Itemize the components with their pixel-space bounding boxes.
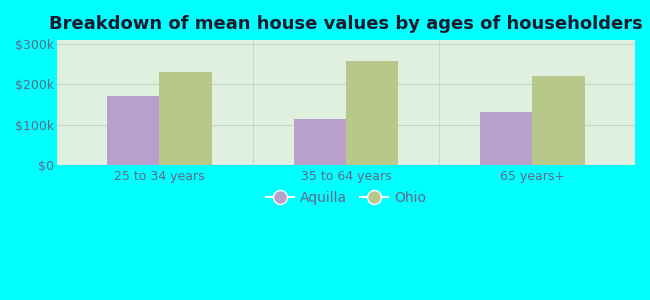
Legend: Aquilla, Ohio: Aquilla, Ohio xyxy=(261,185,432,210)
Bar xyxy=(294,118,346,165)
Bar xyxy=(159,71,212,165)
Bar xyxy=(107,97,159,165)
Bar xyxy=(346,61,398,165)
Bar xyxy=(480,112,532,165)
Title: Breakdown of mean house values by ages of householders: Breakdown of mean house values by ages o… xyxy=(49,15,643,33)
Bar xyxy=(532,76,584,165)
